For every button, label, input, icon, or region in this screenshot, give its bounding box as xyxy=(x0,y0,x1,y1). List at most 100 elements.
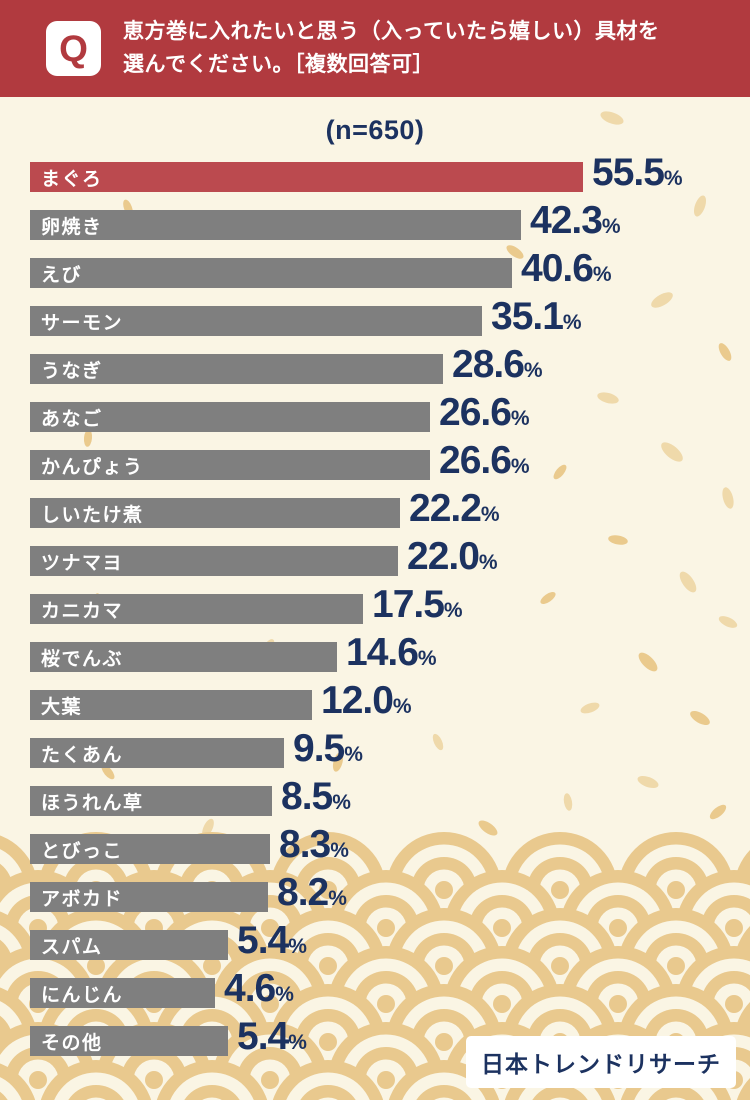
bar: 大葉 xyxy=(30,690,312,720)
bar-row: まぐろ 55.5% xyxy=(30,153,750,192)
bar-value: 14.6% xyxy=(346,633,437,676)
bar-label: 大葉 xyxy=(41,696,83,718)
bar-row: ツナマヨ 22.0% xyxy=(30,537,750,576)
bar-row: サーモン 35.1% xyxy=(30,297,750,336)
bar-row: アボカド 8.2% xyxy=(30,873,750,912)
bar-row: かんぴょう 26.6% xyxy=(30,441,750,480)
bar-label: まぐろ xyxy=(41,168,103,190)
bar: しいたけ煮 xyxy=(30,498,400,528)
bar-value: 9.5% xyxy=(293,729,363,772)
question-line-2: 選んでください。［複数回答可］ xyxy=(123,52,434,76)
percent-sign: % xyxy=(332,791,351,814)
bar-value: 5.4% xyxy=(237,921,307,964)
bar: サーモン xyxy=(30,306,482,336)
bar-label: しいたけ煮 xyxy=(41,504,144,526)
bar-value: 22.0% xyxy=(407,537,498,580)
bar-value: 55.5% xyxy=(592,153,683,196)
percent-sign: % xyxy=(510,455,530,478)
percent-sign: % xyxy=(523,359,543,382)
bar-value-number: 17.5 xyxy=(372,583,445,626)
bar-value-number: 8.5 xyxy=(281,775,333,818)
bar-row: ほうれん草 8.5% xyxy=(30,777,750,816)
bar-label: 卵焼き xyxy=(41,216,103,238)
bar-chart: まぐろ 55.5% 卵焼き 42.3% えび 40.6% サーモン 35.1% … xyxy=(0,153,750,1056)
bar: たくあん xyxy=(30,738,284,768)
bar-value-number: 40.6 xyxy=(521,247,594,290)
percent-sign: % xyxy=(443,599,463,622)
question-header: Q 恵方巻に入れたいと思う（入っていたら嬉しい）具材を 選んでください。［複数回… xyxy=(0,0,750,97)
question-text: 恵方巻に入れたいと思う（入っていたら嬉しい）具材を 選んでください。［複数回答可… xyxy=(123,16,659,81)
bar-value: 17.5% xyxy=(372,585,463,628)
sample-size-label: (n=650) xyxy=(325,115,425,145)
percent-sign: % xyxy=(562,311,582,334)
bar: 卵焼き xyxy=(30,210,521,240)
bar: にんじん xyxy=(30,978,215,1008)
bar-value-number: 28.6 xyxy=(452,343,525,386)
bar: かんぴょう xyxy=(30,450,430,480)
bar-value-number: 9.5 xyxy=(293,727,345,770)
bar-value: 28.6% xyxy=(452,345,543,388)
bar-value-number: 14.6 xyxy=(346,631,419,674)
bar-value-number: 22.2 xyxy=(409,487,482,530)
bar-label: 桜でんぶ xyxy=(41,648,124,670)
percent-sign: % xyxy=(417,647,437,670)
bar-label: その他 xyxy=(41,1032,103,1054)
percent-sign: % xyxy=(344,743,363,766)
bar-label: にんじん xyxy=(41,984,124,1006)
bar-value: 5.4% xyxy=(237,1017,307,1060)
bar-row: にんじん 4.6% xyxy=(30,969,750,1008)
bar-value-number: 55.5 xyxy=(592,151,665,194)
bar: えび xyxy=(30,258,512,288)
bar-value: 22.2% xyxy=(409,489,500,532)
bar-label: とびっこ xyxy=(41,840,124,862)
bar-row: とびっこ 8.3% xyxy=(30,825,750,864)
bar: カニカマ xyxy=(30,594,363,624)
bar-value: 4.6% xyxy=(224,969,294,1012)
bar: ツナマヨ xyxy=(30,546,398,576)
bar: アボカド xyxy=(30,882,268,912)
bar: とびっこ xyxy=(30,834,270,864)
question-line-1: 恵方巻に入れたいと思う（入っていたら嬉しい）具材を xyxy=(123,19,660,43)
bar-label: うなぎ xyxy=(41,360,103,382)
bar-value: 12.0% xyxy=(321,681,412,724)
bar: その他 xyxy=(30,1026,228,1056)
bar-value: 26.6% xyxy=(439,441,530,484)
bar-row: 桜でんぶ 14.6% xyxy=(30,633,750,672)
bar-value-number: 22.0 xyxy=(407,535,480,578)
bar-row: 卵焼き 42.3% xyxy=(30,201,750,240)
bar-label: ほうれん草 xyxy=(41,792,144,814)
bar: うなぎ xyxy=(30,354,443,384)
bar-value-number: 4.6 xyxy=(224,967,276,1010)
bar-label: かんぴょう xyxy=(41,456,144,478)
bar-value: 26.6% xyxy=(439,393,530,436)
bar-value: 40.6% xyxy=(521,249,612,292)
bar-value: 42.3% xyxy=(530,201,621,244)
bar-label: スパム xyxy=(41,936,103,958)
bar-label: たくあん xyxy=(41,744,124,766)
bar-value: 8.3% xyxy=(279,825,349,868)
bar-label: あなご xyxy=(41,408,103,430)
bar-value-number: 8.2 xyxy=(277,871,329,914)
bar-value-number: 8.3 xyxy=(279,823,331,866)
bar-value-number: 26.6 xyxy=(439,391,512,434)
bar-value: 8.2% xyxy=(277,873,347,916)
percent-sign: % xyxy=(330,839,349,862)
bar-value: 8.5% xyxy=(281,777,351,820)
bar-label: えび xyxy=(41,264,83,286)
bar-value-number: 42.3 xyxy=(530,199,603,242)
bar-row: 大葉 12.0% xyxy=(30,681,750,720)
bar-value: 35.1% xyxy=(491,297,582,340)
logo-text: 日本トレンドリサーチ xyxy=(481,1051,721,1077)
bar-label: アボカド xyxy=(41,888,124,910)
bar-value-number: 12.0 xyxy=(321,679,394,722)
bar-row: しいたけ煮 22.2% xyxy=(30,489,750,528)
bar: あなご xyxy=(30,402,430,432)
bar-value-number: 26.6 xyxy=(439,439,512,482)
bar: まぐろ xyxy=(30,162,583,192)
bar: スパム xyxy=(30,930,228,960)
q-badge: Q xyxy=(46,21,101,76)
footer-logo: 日本トレンドリサーチ xyxy=(466,1036,736,1088)
bar-row: スパム 5.4% xyxy=(30,921,750,960)
percent-sign: % xyxy=(392,695,412,718)
